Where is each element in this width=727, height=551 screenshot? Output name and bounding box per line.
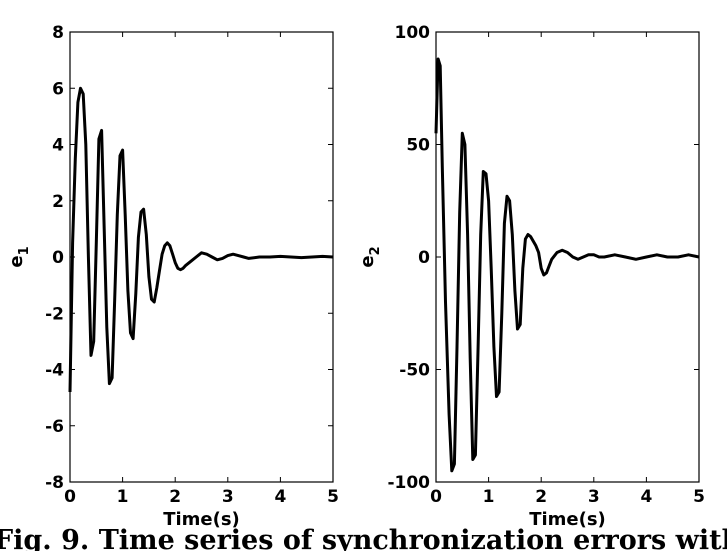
x-tick-label: 5: [327, 487, 339, 507]
y-axis-label-subscript: 2: [368, 246, 383, 255]
y-tick-label: 8: [52, 23, 64, 43]
y-axis-label: e1: [6, 246, 32, 267]
x-tick-label: 0: [64, 487, 76, 507]
x-tick-label: 2: [169, 487, 181, 507]
y-tick-label: -50: [399, 361, 430, 381]
x-tick-label: 4: [640, 487, 652, 507]
series-line: [68, 86, 334, 393]
y-tick-label: -6: [45, 417, 64, 437]
y-tick-label: -100: [387, 473, 430, 493]
x-tick-label: 0: [430, 487, 442, 507]
figure-caption: Fig. 9. Time series of synchronization e…: [0, 525, 727, 551]
y-axis-label-subscript: 1: [17, 246, 32, 255]
x-tick-label: 4: [274, 487, 286, 507]
y-tick-label: 0: [52, 248, 64, 268]
x-tick-label: 2: [535, 487, 547, 507]
x-tick-label: 5: [693, 487, 705, 507]
y-tick-label: 2: [52, 192, 64, 212]
x-axis-label: Time(s): [163, 509, 240, 530]
x-axis-label: Time(s): [529, 509, 606, 530]
x-tick-label: 3: [222, 487, 234, 507]
y-tick-label: 0: [418, 248, 430, 268]
y-tick-label: 6: [52, 79, 64, 99]
x-tick-label: 1: [117, 487, 129, 507]
y-tick-label: -8: [45, 473, 64, 493]
y-axis-label: e2: [357, 246, 383, 267]
y-axis-label-main: e: [6, 255, 27, 267]
y-tick-label: -4: [45, 361, 64, 381]
x-tick-label: 1: [483, 487, 495, 507]
y-axis-label-main: e: [357, 255, 378, 267]
y-tick-label: 50: [406, 136, 430, 156]
x-tick-label: 3: [588, 487, 600, 507]
y-tick-label: 100: [395, 23, 431, 43]
series-line: [434, 57, 700, 473]
y-tick-label: 4: [52, 136, 64, 156]
y-tick-label: -2: [45, 304, 64, 324]
